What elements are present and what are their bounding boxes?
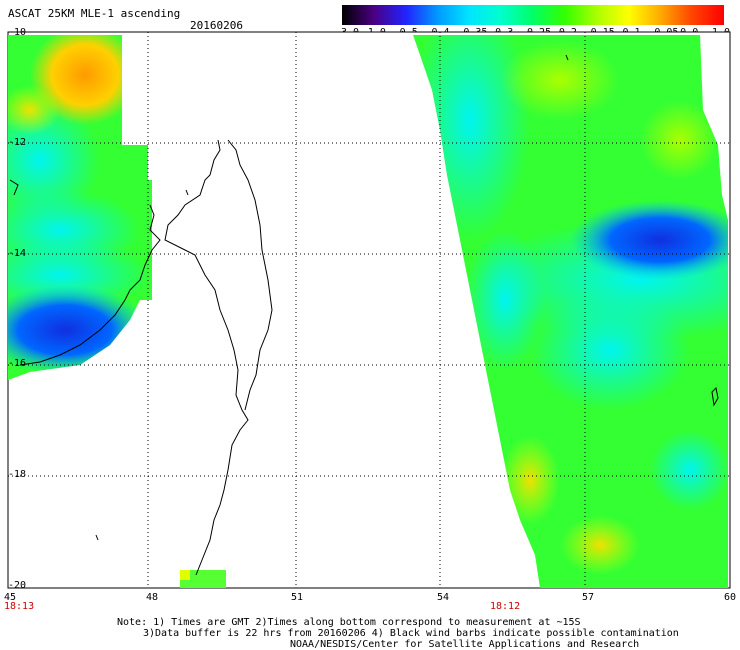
time-label-left: 18:13 [4,601,35,612]
left-swath [8,35,152,380]
lat-label: -16 [8,358,27,369]
bottom-strip [180,570,226,588]
lon-label: 60 [724,592,737,603]
lat-label: -20 [8,580,27,591]
lat-label: -12 [8,137,27,148]
colorbar [342,5,724,29]
lon-label: 57 [582,592,595,603]
lat-label: -18 [8,469,27,480]
footer-note-line2: 3)Data buffer is 22 hrs from 20160206 4)… [143,628,679,639]
lon-label: 51 [291,592,304,603]
coastline [9,139,273,576]
footer-note-line1: Note: 1) Times are GMT 2)Times along bot… [117,617,581,628]
time-label-right: 18:12 [490,601,521,612]
map-date: 20160206 [190,19,243,32]
footer-credit: NOAA/NESDIS/Center for Satellite Applica… [290,639,640,650]
map-title: ASCAT 25KM MLE-1 ascending [8,7,181,20]
lon-label: 48 [146,592,159,603]
islands [95,54,719,541]
colorbar-fill [342,5,724,25]
lon-label: 54 [437,592,450,603]
lat-label: -14 [8,248,27,259]
lat-label: -10 [8,27,27,38]
colorbar-gradient [342,5,724,25]
lon-label: 45 [4,592,17,603]
grid-lines [8,32,730,588]
